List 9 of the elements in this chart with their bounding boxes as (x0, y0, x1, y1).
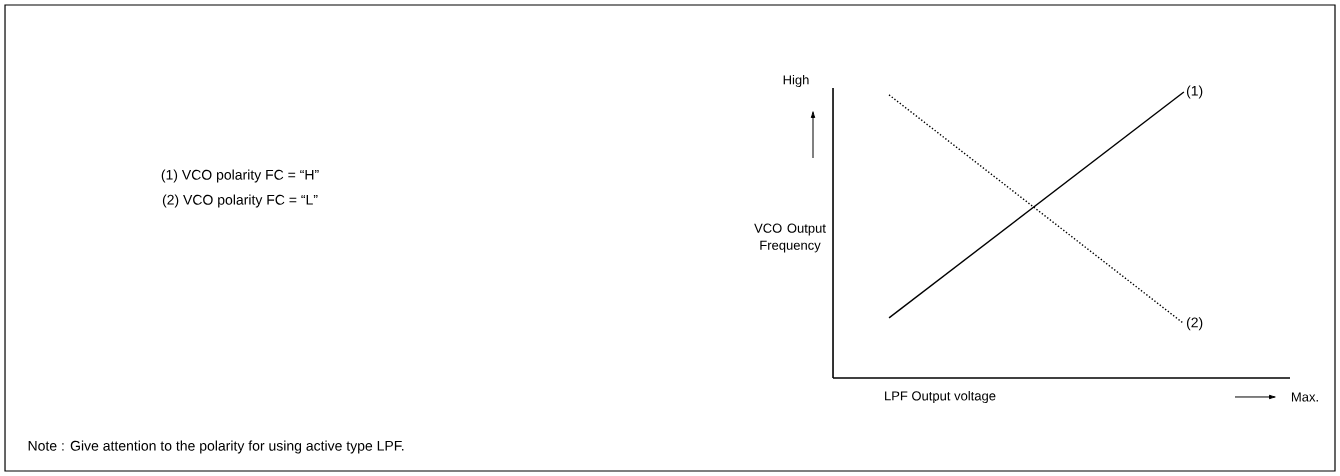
series-label: (2) (1186, 317, 1203, 331)
series-label: (1) (1186, 85, 1203, 99)
text: High (783, 74, 809, 88)
text: Max. (1291, 392, 1318, 402)
y-axis-title: VCO Output Frequency (754, 223, 826, 253)
text: Note : Give attention to the polarity for using active type LPF. (28, 440, 404, 454)
text: (2) VCO polarity FC = “L” (162, 194, 318, 208)
text: (1) VCO polarity FC = “H” (161, 169, 319, 183)
x-axis-title: LPF Output voltage (885, 390, 996, 404)
